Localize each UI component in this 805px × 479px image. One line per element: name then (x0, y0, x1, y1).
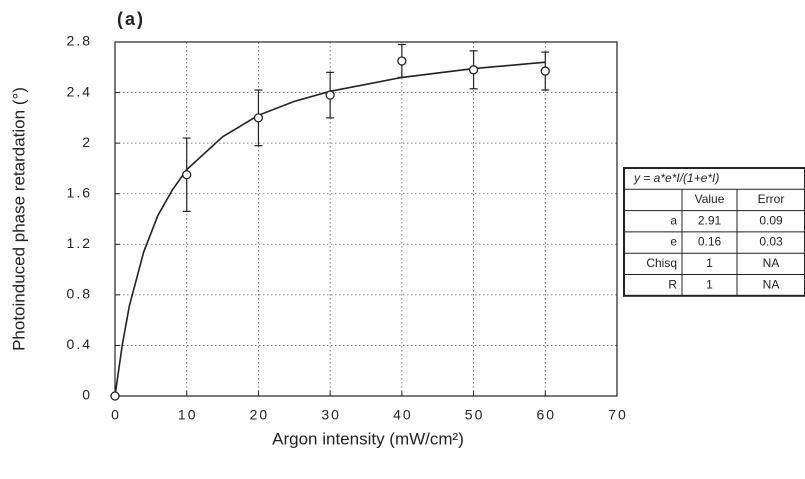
table-cell: 2.91 (698, 213, 722, 227)
fit-curve (114, 61, 546, 397)
data-point (253, 113, 264, 123)
table-row-label: R (668, 277, 677, 291)
data-point (325, 90, 335, 100)
data-point (468, 65, 479, 75)
chart-title: (a) (117, 9, 145, 29)
y-tick-label: 0.8 (67, 286, 92, 302)
y-tick-label: 1.6 (67, 184, 92, 200)
x-tick-label: 40 (393, 407, 413, 423)
y-tick-label: 0.4 (67, 336, 92, 352)
table-header: Value (695, 192, 725, 206)
data-point (182, 170, 192, 180)
table-row-label: e (670, 235, 677, 249)
table-row-label: a (670, 213, 677, 227)
table-header: Error (758, 192, 785, 206)
table-cell: 1 (706, 277, 713, 291)
x-tick-label: 10 (178, 407, 198, 423)
table-cell: 1 (706, 256, 713, 270)
x-axis-label: Argon intensity (mW/cm²) (272, 429, 464, 448)
table-cell: NA (763, 256, 780, 270)
y-tick-label: 1.2 (67, 235, 92, 251)
y-tick-label: 0 (82, 387, 92, 403)
x-tick-label: 20 (250, 407, 270, 423)
data-point (110, 391, 120, 401)
x-tick-label: 50 (465, 407, 485, 423)
x-tick-label: 60 (536, 407, 556, 423)
x-tick-label: 0 (111, 407, 121, 423)
y-tick-label: 2.4 (67, 83, 92, 99)
table-cell: 0.03 (759, 235, 783, 249)
plot-frame (114, 41, 618, 397)
y-axis-label: Photoinduced phase retardation (°) (9, 87, 28, 351)
y-tick-label: 2 (82, 134, 92, 150)
y-tick-label: 2.8 (67, 33, 92, 49)
table-cell: 0.09 (759, 213, 783, 227)
fit-equation: y = a*e*I/(1+e*I) (633, 171, 719, 185)
table-cell: NA (763, 277, 780, 291)
data-point (540, 66, 550, 76)
data-point (397, 56, 407, 66)
table-row-label: Chisq (646, 256, 677, 270)
table-cell: 0.16 (698, 235, 722, 249)
x-tick-label: 70 (608, 407, 628, 423)
x-tick-label: 30 (321, 407, 341, 423)
